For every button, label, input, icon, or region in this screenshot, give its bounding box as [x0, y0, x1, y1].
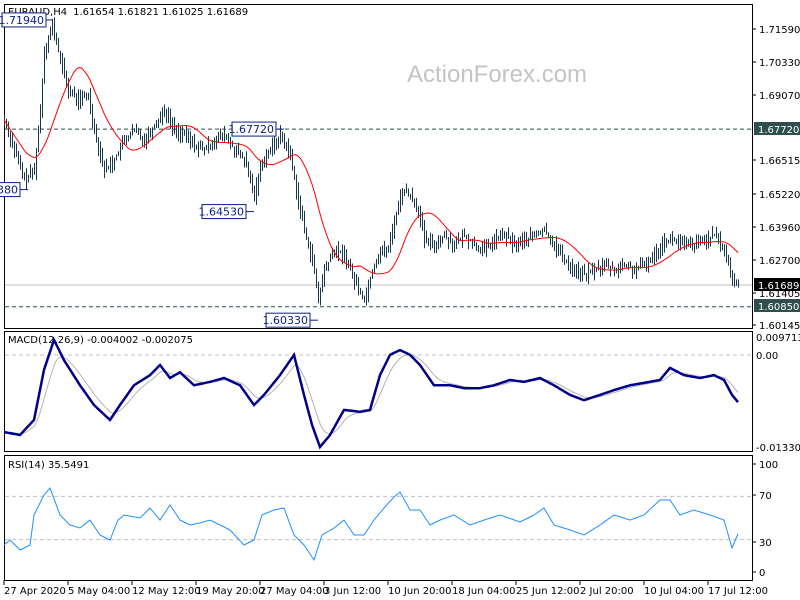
- y-tick-label: 1.63960: [759, 223, 800, 234]
- x-tick-label: 5 May 04:00: [68, 586, 130, 597]
- annotation-text: 1.60330: [263, 314, 309, 327]
- price-annotation: 1.67720: [229, 121, 284, 137]
- y-tick-label: 1.65220: [759, 190, 800, 201]
- rsi-tick-label: 0: [759, 568, 765, 579]
- resistance-price-box: [754, 122, 800, 135]
- annotation-text: 1.71940: [0, 14, 44, 27]
- x-tick-label: 12 May 12:00: [132, 586, 201, 597]
- macd-line: [3, 336, 739, 450]
- macd-title: MACD(12,26,9) -0.004002 -0.002075: [8, 335, 193, 346]
- x-tick-label: 18 Jun 04:00: [452, 586, 516, 597]
- x-tick-label: 10 Jul 04:00: [644, 586, 704, 597]
- y-tick-label: 1.66515: [759, 156, 800, 167]
- macd-tick-label: 0.009713: [756, 333, 800, 344]
- price-annotation: 1.60330: [263, 312, 318, 328]
- rsi-tick-label: 70: [759, 491, 772, 502]
- moving-average-line: [3, 66, 739, 275]
- current-price-label: 1.61689: [758, 281, 799, 292]
- rsi-line: [3, 487, 739, 562]
- current-price-box: [754, 278, 800, 291]
- rsi-title: RSI(14) 35.5491: [8, 460, 89, 471]
- support-price-label: 1.60850: [758, 302, 799, 313]
- annotation-text: 1.67720: [229, 123, 275, 136]
- rsi-panel: [4, 455, 753, 581]
- y-tick-label: 1.60145: [759, 321, 800, 332]
- annotation-box: [231, 121, 277, 137]
- main-panel: [4, 4, 753, 329]
- x-tick-label: 19 May 20:00: [196, 586, 265, 597]
- support-price-box: [754, 299, 800, 312]
- annotation-text: 1.65380: [0, 184, 18, 197]
- annotation-text: 1.64530: [199, 206, 245, 219]
- macd-panel: [4, 331, 753, 452]
- macd-tick-label: 0.00: [756, 351, 778, 362]
- annotation-box: [0, 182, 21, 198]
- price-annotation: 1.65380: [0, 182, 28, 198]
- annotation-box: [1, 12, 47, 28]
- macd-signal-line: [4, 354, 739, 435]
- y-tick-label: 1.71590: [759, 25, 800, 36]
- resistance-price-label: 1.67720: [758, 125, 799, 136]
- rsi-tick-label: 30: [759, 538, 772, 549]
- y-tick-label: 1.69070: [759, 91, 800, 102]
- x-tick-label: 27 Apr 2020: [4, 586, 66, 597]
- x-tick-label: 17 Jul 12:00: [708, 586, 768, 597]
- x-tick-label: 2 Jul 20:00: [580, 586, 634, 597]
- y-tick-label: 1.62700: [759, 256, 800, 267]
- price-annotation: 1.71940: [0, 12, 52, 28]
- x-tick-label: 3 Jun 12:00: [324, 586, 381, 597]
- price-annotation: 1.64530: [199, 204, 254, 220]
- watermark: ActionForex.com: [407, 61, 587, 88]
- x-tick-label: 25 Jun 12:00: [516, 586, 580, 597]
- y-tick-label: 1.61405: [759, 289, 800, 300]
- annotation-box: [201, 204, 247, 220]
- annotation-box: [265, 312, 311, 328]
- rsi-tick-label: 100: [759, 460, 778, 471]
- ohlc-values: 1.61654 1.61821 1.61025 1.61689: [73, 7, 248, 18]
- macd-tick-label: -0.013302: [756, 443, 800, 454]
- y-tick-label: 1.70330: [759, 58, 800, 69]
- x-tick-label: 27 May 04:00: [260, 586, 329, 597]
- x-tick-label: 10 Jun 20:00: [388, 586, 452, 597]
